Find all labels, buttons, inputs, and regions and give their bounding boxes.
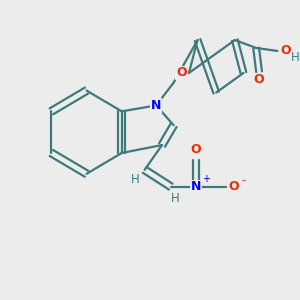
Text: O: O bbox=[176, 67, 187, 80]
Text: H: H bbox=[130, 173, 139, 186]
Text: O: O bbox=[228, 180, 239, 193]
Text: H: H bbox=[171, 192, 180, 205]
Text: O: O bbox=[280, 44, 290, 57]
Text: O: O bbox=[254, 73, 264, 86]
Text: H: H bbox=[290, 51, 299, 64]
Text: O: O bbox=[190, 142, 201, 155]
Text: N: N bbox=[191, 180, 201, 193]
Text: +: + bbox=[202, 174, 210, 184]
Text: -: - bbox=[241, 175, 245, 185]
Text: N: N bbox=[151, 99, 161, 112]
